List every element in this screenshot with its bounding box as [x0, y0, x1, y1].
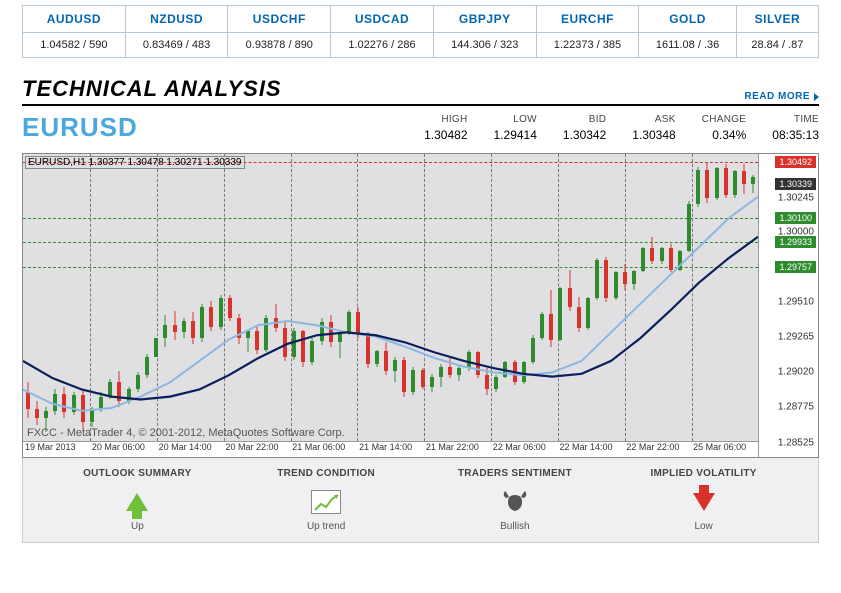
arrow-right-icon	[814, 93, 819, 101]
quote-value: 1611.08 / .36	[639, 33, 736, 58]
arrow-down-icon	[609, 487, 798, 517]
stat-ask: ASK1.30348	[632, 114, 675, 142]
stat-high: HIGH1.30482	[424, 114, 467, 142]
stat-time: TIME08:35:13	[772, 114, 819, 142]
quote-header[interactable]: GOLD	[639, 6, 736, 33]
bull-icon	[421, 487, 610, 517]
quote-header[interactable]: USDCHF	[228, 6, 331, 33]
technical-analysis-panel: TECHNICAL ANALYSIS READ MORE EURUSD HIGH…	[22, 76, 819, 543]
price-chart[interactable]: EURUSD,H1 1.30377 1.30478 1.30271 1.3033…	[22, 153, 819, 458]
quotes-table: AUDUSDNZDUSDUSDCHFUSDCADGBPJPYEURCHFGOLD…	[22, 5, 819, 58]
quote-header[interactable]: AUDUSD	[23, 6, 126, 33]
quote-header[interactable]: USDCAD	[331, 6, 434, 33]
summary-trend: TREND CONDITION Up trend	[232, 468, 421, 532]
y-axis: 1.302451.300001.295101.292651.290201.287…	[758, 154, 818, 457]
chart-info-label: EURUSD,H1 1.30377 1.30478 1.30271 1.3033…	[25, 156, 245, 169]
stats-row: HIGH1.30482 LOW1.29414 BID1.30342 ASK1.3…	[182, 114, 819, 142]
quote-header[interactable]: SILVER	[736, 6, 818, 33]
summary-outlook: OUTLOOK SUMMARY Up	[43, 468, 232, 532]
stat-bid: BID1.30342	[563, 114, 606, 142]
quote-value: 0.83469 / 483	[125, 33, 228, 58]
quote-value: 28.84 / .87	[736, 33, 818, 58]
arrow-up-icon	[43, 487, 232, 517]
quote-value: 0.93878 / 890	[228, 33, 331, 58]
read-more-label: READ MORE	[744, 91, 810, 102]
summary-row: OUTLOOK SUMMARY Up TREND CONDITION Up tr…	[22, 458, 819, 543]
stat-change: CHANGE0.34%	[702, 114, 747, 142]
stat-low: LOW1.29414	[494, 114, 537, 142]
quote-value: 1.02276 / 286	[331, 33, 434, 58]
quote-header[interactable]: EURCHF	[536, 6, 639, 33]
quote-value: 1.04582 / 590	[23, 33, 126, 58]
chart-copyright: FXCC - MetaTrader 4, © 2001-2012, MetaQu…	[27, 427, 345, 439]
quote-header[interactable]: GBPJPY	[433, 6, 536, 33]
trend-up-icon	[232, 487, 421, 517]
quote-value: 144.306 / 323	[433, 33, 536, 58]
x-axis: 19 Mar 201320 Mar 06:0020 Mar 14:0020 Ma…	[23, 441, 758, 457]
summary-sentiment: TRADERS SENTIMENT Bullish	[421, 468, 610, 532]
quote-header[interactable]: NZDUSD	[125, 6, 228, 33]
section-title: TECHNICAL ANALYSIS	[22, 76, 282, 102]
read-more-link[interactable]: READ MORE	[744, 91, 819, 102]
summary-volatility: IMPLIED VOLATILITY Low	[609, 468, 798, 532]
quote-value: 1.22373 / 385	[536, 33, 639, 58]
pair-symbol: EURUSD	[22, 112, 182, 143]
